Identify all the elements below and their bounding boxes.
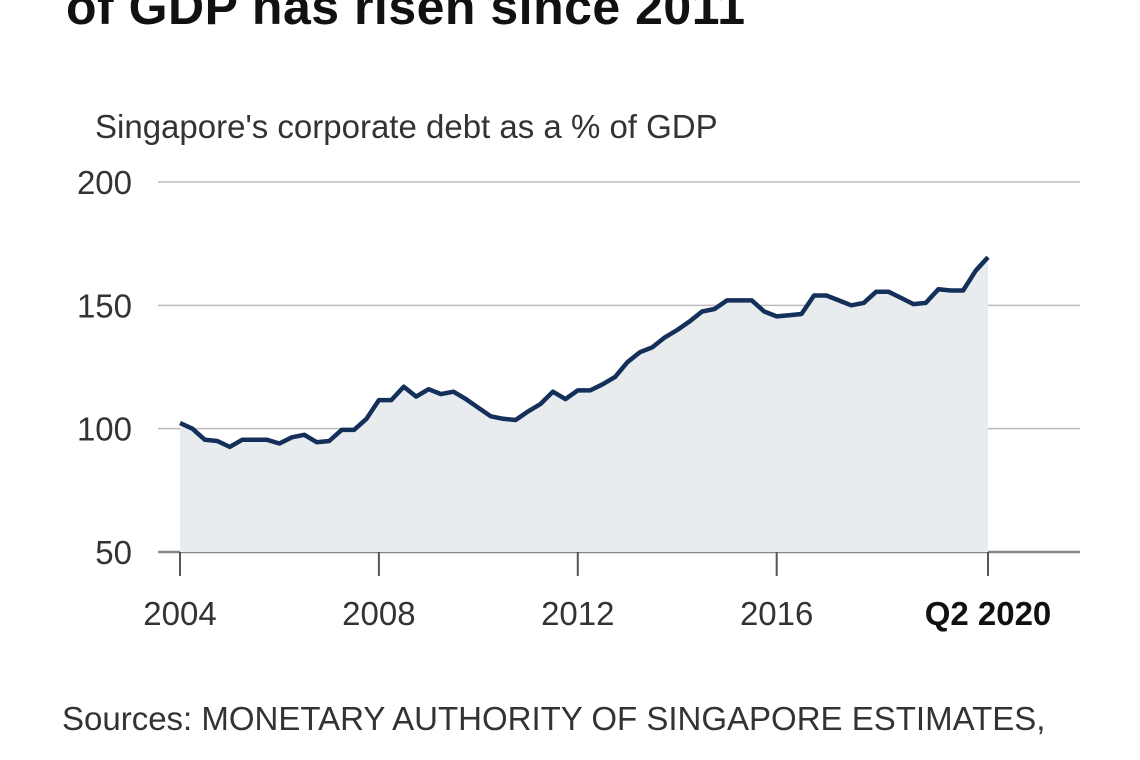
area-fill [180, 257, 988, 552]
x-tick-label: 2012 [541, 595, 614, 632]
y-tick-label: 100 [77, 411, 132, 448]
chart-title-headline: of GDP has risen since 2011 [66, 0, 746, 35]
x-tick-label: 2008 [342, 595, 415, 632]
x-tick-label: Q2 2020 [925, 595, 1052, 632]
x-tick-label: 2016 [740, 595, 813, 632]
y-tick-label: 200 [77, 164, 132, 201]
series-line [179, 255, 990, 450]
y-tick-label: 150 [77, 287, 132, 324]
x-tick-label: 2004 [143, 595, 216, 632]
source-note: Sources: MONETARY AUTHORITY OF SINGAPORE… [62, 700, 1046, 737]
chart-subtitle: Singapore's corporate debt as a % of GDP [95, 108, 718, 145]
y-tick-label: 50 [95, 534, 132, 571]
